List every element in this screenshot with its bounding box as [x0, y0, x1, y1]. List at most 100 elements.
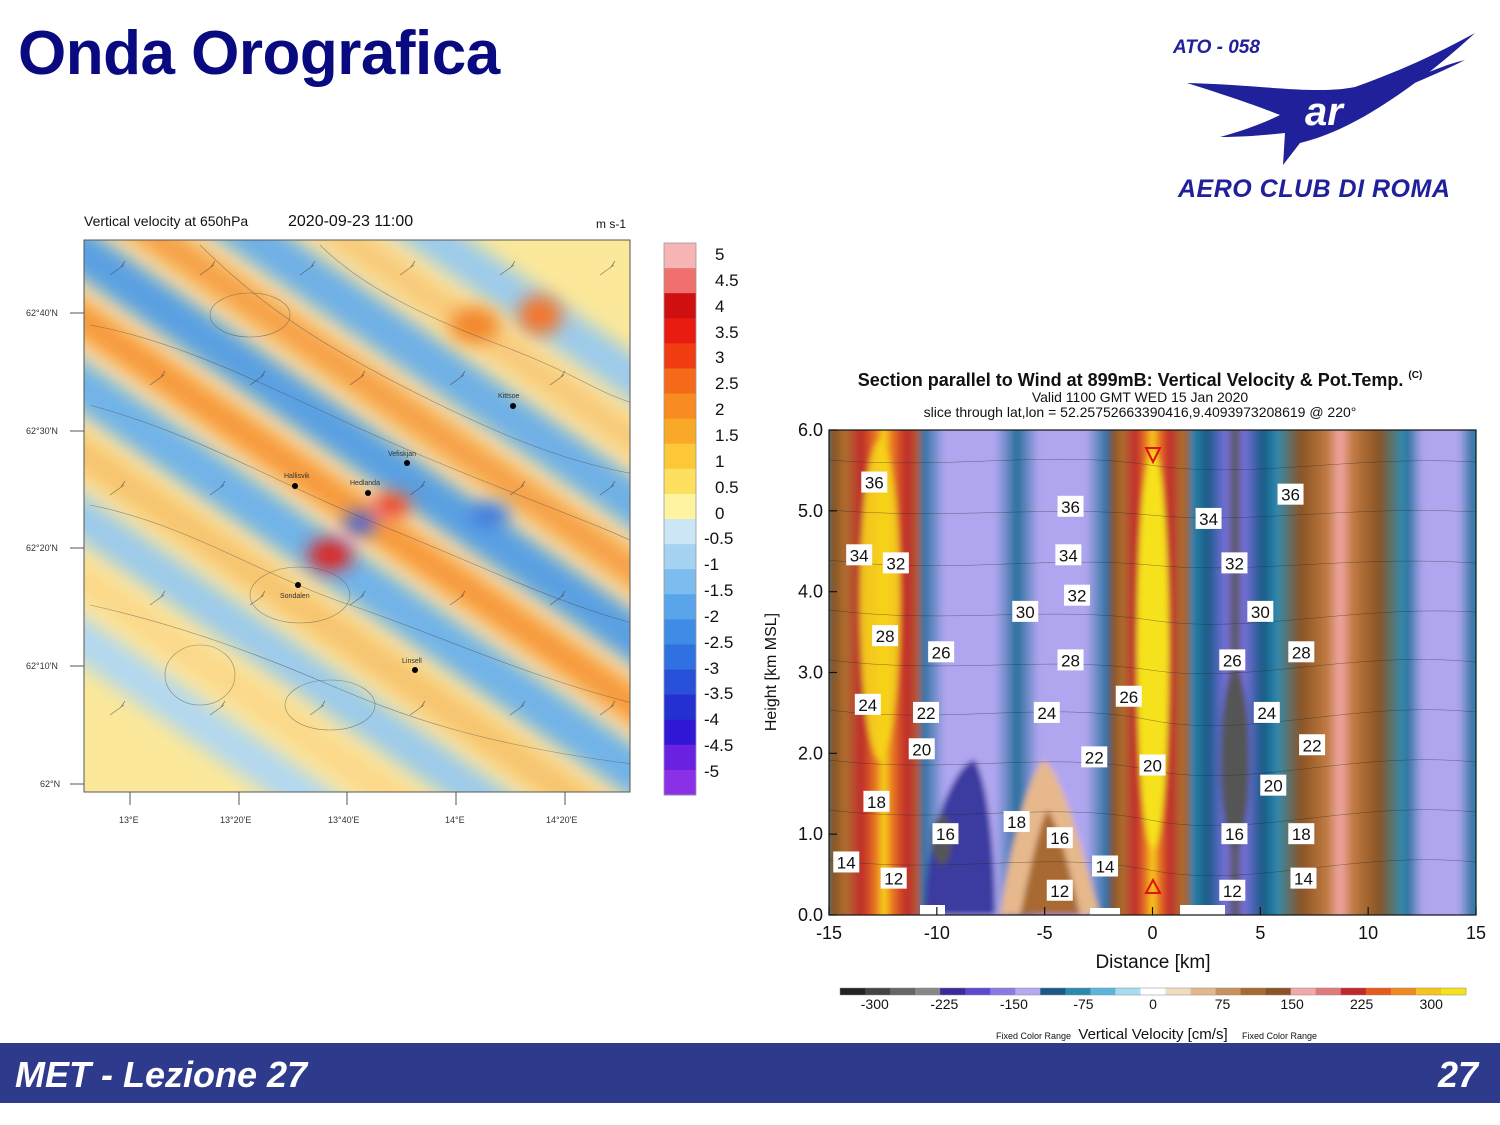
lat-label: 62°N — [40, 779, 61, 789]
contour-label: 34 — [1199, 510, 1218, 529]
contour-label: 22 — [917, 704, 936, 723]
map-colorbar-segment — [664, 669, 696, 696]
xsec-title: Section parallel to Wind at 899mB: Verti… — [780, 370, 1500, 391]
lat-label: 62°10'N — [26, 661, 58, 671]
map-colorbar-label: 2 — [715, 400, 725, 420]
map-colorbar-label: 1.5 — [715, 425, 739, 445]
map-colorbar-segment — [664, 243, 696, 269]
contour-label: 22 — [1085, 748, 1104, 767]
map-colorbar-label: -1 — [704, 555, 720, 575]
contour-label: 14 — [837, 853, 856, 872]
contour-label-box — [1115, 685, 1142, 707]
contour-label: 36 — [1061, 498, 1080, 517]
contour-label-box — [833, 851, 860, 873]
map-colorbar-segment — [664, 368, 696, 395]
contour-label: 14 — [1294, 870, 1313, 889]
xsec-colorbar-tick: -225 — [930, 996, 958, 1012]
xsec-colorbar-note-left: Fixed Color Range — [996, 1031, 1071, 1041]
map-colorbar-label: 2.5 — [715, 374, 739, 394]
xsec-colorbar-segment — [1340, 988, 1367, 995]
svg-text:ar: ar — [1305, 90, 1345, 134]
map-colorbar-segment — [664, 468, 696, 495]
map-colorbar-segment — [664, 569, 696, 595]
contour-label-box — [1253, 701, 1280, 723]
contour-label: 16 — [936, 825, 955, 844]
contour-label: 28 — [876, 627, 895, 646]
place-label: Hedlanda — [350, 480, 380, 487]
xsec-xlabel: Distance [km] — [1095, 952, 1210, 973]
xsec-axis-ticks: -15 -10 -5 0 5 10 15 0.0 1.0 2.0 3.0 4.0 5.0 6.0 — [798, 420, 1486, 943]
map-datetime: 2020-09-23 11:00 — [288, 213, 414, 230]
lat-label: 62°30'N — [26, 426, 58, 436]
map-colorbar — [663, 242, 697, 796]
contour-label: 12 — [884, 870, 903, 889]
xsec-colorbar-tick: 300 — [1420, 996, 1444, 1012]
place-label: Sondalen — [280, 593, 310, 600]
xsec-colorbar-segment — [1015, 988, 1041, 995]
map-colorbar-label: 3 — [715, 348, 725, 368]
map-colorbar-label: -4.5 — [704, 736, 734, 756]
xsec-colorbar-tick: 225 — [1350, 996, 1374, 1012]
contour-label-box — [1288, 823, 1315, 845]
xsec-colorbar-segment — [1440, 988, 1467, 995]
aero-club-logo: ATO - 058 ar AERO CLUB DI ROMA — [1165, 25, 1485, 210]
contour-label-box — [1277, 483, 1304, 505]
contour-label: 26 — [932, 643, 951, 662]
contour-label: 36 — [865, 474, 884, 493]
vertical-velocity-map-figure: Vertical velocity at 650hPa 2020-09-23 1… — [0, 205, 760, 840]
contour-label-box — [913, 701, 940, 723]
map-colorbar-segment — [664, 443, 696, 470]
contour-label: 34 — [850, 546, 869, 565]
xsec-colorbar-segment — [1415, 988, 1442, 995]
page-number: 27 — [1437, 1054, 1478, 1095]
contour-label-box — [1260, 774, 1287, 796]
place-label: Kittsoe — [498, 393, 520, 400]
map-colorbar-segment — [664, 619, 696, 645]
map-colorbar-label: 0 — [715, 503, 725, 523]
contour-label-box — [1299, 734, 1326, 756]
xsec-colorbar-tick: 150 — [1280, 996, 1304, 1012]
xsec-colorbar-segment — [1165, 988, 1191, 995]
xsec-colorbar-label: Vertical Velocity [cm/s] — [1078, 1026, 1227, 1043]
map-colorbar-segment — [664, 544, 696, 570]
x-tick-label: 5 — [1255, 923, 1265, 943]
xsec-colorbar-tick: 0 — [1149, 996, 1157, 1012]
x-tick-label: -15 — [816, 923, 842, 943]
map-colorbar-segment — [664, 769, 696, 796]
map-colorbar-segment — [664, 293, 696, 319]
x-tick-label: 15 — [1466, 923, 1486, 943]
xsec-ylabel: Height [km MSL] — [763, 613, 780, 731]
lon-label: 13°20'E — [220, 815, 252, 825]
lon-label: 13°40'E — [328, 815, 360, 825]
map-colorbar-label: -3 — [704, 658, 720, 678]
xsec-colorbar-segment — [1090, 988, 1116, 995]
contour-label: 24 — [1257, 704, 1276, 723]
contour-label-box — [1195, 507, 1222, 529]
contour-label: 28 — [1061, 651, 1080, 670]
xsec-colorbar-segment — [1365, 988, 1392, 995]
eagle-icon: ar — [1187, 33, 1475, 165]
contour-label: 30 — [1251, 603, 1270, 622]
y-tick-label: 2.0 — [798, 743, 823, 763]
contour-label-box — [1221, 823, 1248, 845]
contour-label-box — [882, 552, 909, 574]
xsec-title-text: Section parallel to Wind at 899mB: Verti… — [857, 370, 1404, 390]
contour-label: 18 — [1007, 813, 1026, 832]
map-colorbar-label: -3.5 — [704, 684, 734, 704]
contour-label: 12 — [1223, 882, 1242, 901]
xsec-colorbar-segment — [1390, 988, 1417, 995]
contour-label-box — [1092, 855, 1119, 877]
contour-label-box — [1081, 746, 1108, 768]
contour-label: 34 — [1059, 546, 1078, 565]
contour-label: 16 — [1050, 829, 1069, 848]
xsec-colorbar-segment — [890, 988, 916, 995]
map-colorbar-segment — [664, 719, 696, 746]
lat-label: 62°40'N — [26, 308, 58, 318]
xsec-colorbar-segment — [965, 988, 991, 995]
xsec-colorbar-segment — [940, 988, 966, 995]
contour-label-box — [1046, 879, 1073, 901]
contour-label-box — [932, 823, 959, 845]
lon-label: 13°E — [119, 815, 139, 825]
place-label: Vefiskjan — [388, 451, 416, 458]
map-colorbar-segment — [664, 594, 696, 620]
